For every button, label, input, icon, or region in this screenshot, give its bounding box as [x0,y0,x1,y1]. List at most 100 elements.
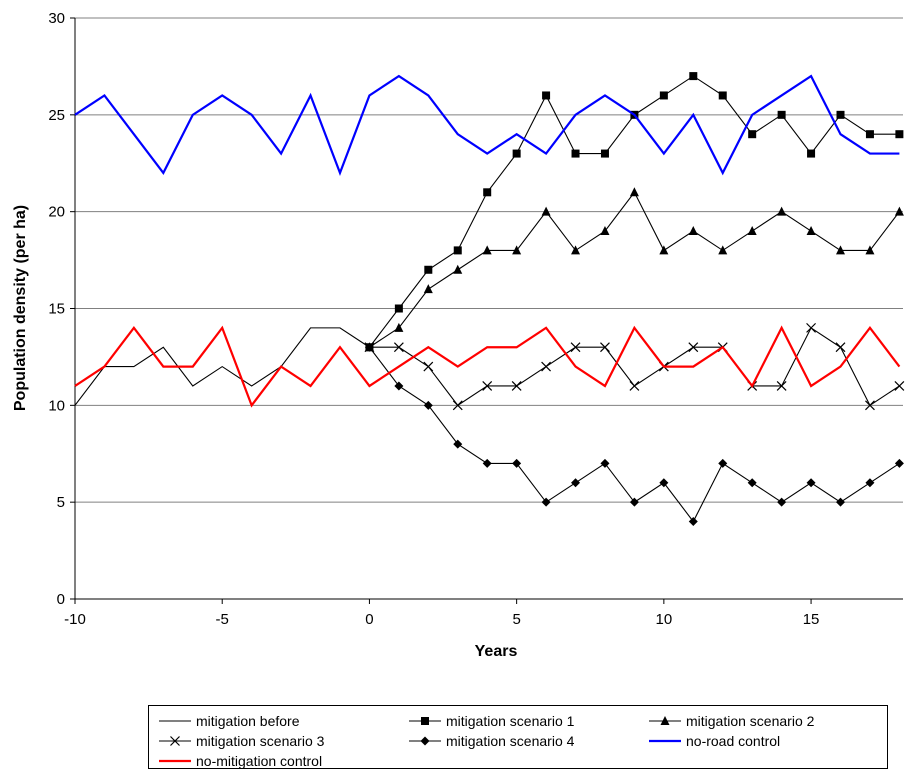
data-point-square [394,304,403,313]
legend-item-mitigation-before: mitigation before [157,711,300,731]
data-point-x [423,361,434,372]
legend-label: mitigation scenario 3 [196,733,325,749]
legend-swatch [649,716,681,725]
data-point-square [865,130,874,139]
legend-label: mitigation scenario 4 [446,733,575,749]
data-point-diamond [865,478,875,488]
legend-swatch [159,736,191,746]
legend-item-mitigation-scenario-2: mitigation scenario 2 [647,711,814,731]
legend-label: mitigation scenario 1 [446,713,575,729]
data-point-x [688,342,699,353]
tick-labels: 0 5 10 15 20 25 30 -10 -5 0 5 10 15 [48,10,819,628]
x-tick-label: -5 [216,611,229,628]
data-point-diamond [420,736,430,746]
data-point-triangle [865,245,875,255]
data-point-triangle [571,245,581,255]
x-tick-label: 10 [656,611,673,628]
legend-swatch [159,759,191,763]
data-point-triangle [394,322,404,332]
data-point-square [836,110,845,119]
data-point-diamond [836,497,846,507]
legend-item-no-mitigation-control: no-mitigation control [157,751,322,771]
data-point-triangle [659,245,669,255]
legend-swatch [649,739,681,743]
x-axis-title: Years [475,643,518,660]
data-point-square [453,246,462,255]
data-point-square [895,130,904,139]
series-line-mitigation-scenario-3 [369,327,900,407]
data-point-diamond [541,497,551,507]
legend-label: mitigation scenario 2 [686,713,815,729]
x-tick-label: -10 [64,611,86,628]
data-point-diamond [688,517,698,527]
y-tick-label: 25 [48,107,65,124]
legend-item-mitigation-scenario-4: mitigation scenario 4 [407,731,574,751]
data-point-triangle [806,226,816,236]
y-tick-label: 10 [48,397,65,414]
data-point-square [542,91,551,100]
data-point-x [570,342,581,353]
data-point-diamond [806,478,816,488]
data-point-triangle [541,206,551,216]
data-point-triangle [718,245,728,255]
series-mitigation-before [74,327,370,406]
data-point-square [424,265,433,274]
legend: mitigation before mitigation scenario 1 mi… [148,705,888,769]
data-point-square [512,149,521,158]
data-point-x [452,400,463,411]
x-tick-label: 15 [803,611,820,628]
data-point-triangle [482,245,492,255]
data-point-triangle [512,245,522,255]
data-point-triangle [777,206,787,216]
series-line-mitigation-before [74,327,370,406]
data-point-x [776,381,787,391]
data-point-x [393,342,404,353]
data-point-x [600,342,610,353]
data-point-x [629,381,640,391]
y-axis-title: Population density (per ha) [12,205,29,411]
data-point-diamond [629,497,639,507]
data-point-square [483,188,492,197]
data-point-diamond [777,497,787,507]
series-no-road-control [74,74,900,177]
data-point-triangle [423,284,433,294]
data-point-triangle [836,245,846,255]
data-point-square [777,110,786,119]
y-tick-label: 15 [48,301,65,318]
y-tick-label: 0 [57,591,65,608]
series-line-no-mitigation-control [74,325,901,408]
data-point-diamond [600,458,610,468]
x-tick-label: 0 [365,611,373,628]
data-point-triangle [629,187,639,197]
data-point-x [511,381,522,391]
data-point-x [894,381,905,391]
y-tick-label: 30 [48,10,65,27]
data-point-diamond [571,478,581,488]
line-chart: 0 5 10 15 20 25 30 -10 -5 0 5 10 15 Years Population… [12,10,905,660]
legend-label: mitigation before [196,713,300,729]
series-line-mitigation-scenario-2 [369,191,900,348]
series-line-mitigation-scenario-4 [368,346,900,523]
legend-label: no-mitigation control [196,753,323,769]
data-point-square [748,130,757,139]
data-point-diamond [453,439,463,449]
data-point-x [865,400,875,411]
legend-item-mitigation-scenario-3: mitigation scenario 3 [157,731,324,751]
data-point-diamond [423,400,433,410]
legend-swatch [409,717,441,725]
data-point-triangle [747,226,757,236]
axes [70,17,903,604]
legend-swatch [409,736,441,746]
data-point-diamond [659,478,669,488]
data-point-diamond [747,478,757,488]
data-point-triangle [453,264,463,274]
data-point-square [689,72,698,81]
data-point-square [421,717,429,725]
data-point-diamond [894,458,904,468]
data-point-diamond [394,381,404,391]
series-line-no-road-control [74,74,900,177]
data-point-x [170,736,180,746]
legend-item-mitigation-scenario-1: mitigation scenario 1 [407,711,574,731]
data-point-square [807,149,816,158]
data-point-square [600,149,609,158]
